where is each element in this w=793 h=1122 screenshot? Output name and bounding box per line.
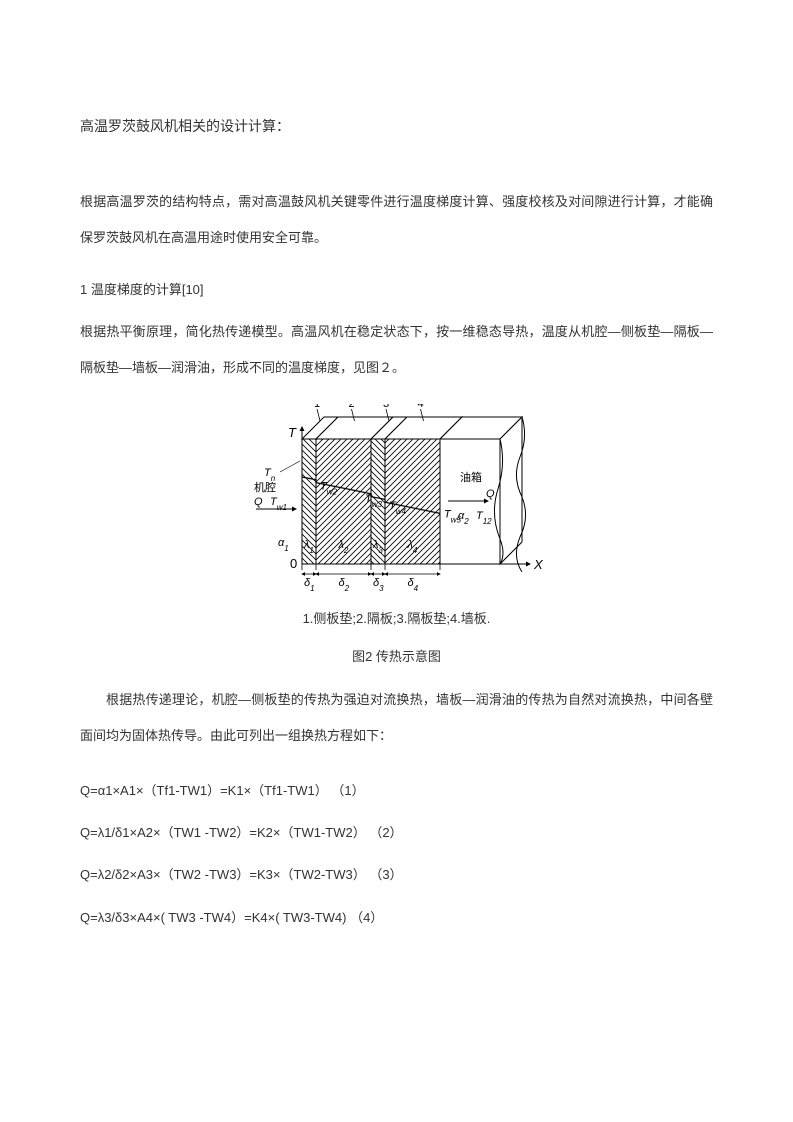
equation-2: Q=λ1/δ1×A2×（TW1 -TW2）=K2×（TW1-TW2） （2） [80, 815, 713, 851]
figure-caption: 图2 传热示意图 [80, 641, 713, 672]
svg-text:X: X [533, 557, 544, 572]
svg-text:油箱: 油箱 [460, 470, 482, 484]
svg-text:0: 0 [290, 556, 297, 571]
svg-text:1: 1 [314, 404, 320, 410]
equation-4: Q=λ3/δ3×A4×( TW3 -TW4）=K4×( TW3-TW4) （4） [80, 900, 713, 936]
section-heading-1: 1 温度梯度的计算[10] [80, 274, 713, 305]
section-para-1: 根据热平衡原理，简化热传递模型。高温风机在稳定状态下，按一维稳态导热，温度从机腔… [80, 314, 713, 387]
heat-transfer-diagram: T0X1234机腔TnTw1Qα1Tw2Tw3Tw4Tw5油箱Qα2T12λ1λ… [232, 404, 562, 594]
svg-text:Tn: Tn [264, 467, 276, 483]
svg-text:α1: α1 [278, 537, 289, 553]
theory-paragraph: 根据热传递理论，机腔—侧板垫的传热为强迫对流换热，墙板—润滑油的传热为自然对流换… [80, 682, 713, 755]
figure-container: T0X1234机腔TnTw1Qα1Tw2Tw3Tw4Tw5油箱Qα2T12λ1λ… [80, 404, 713, 671]
intro-paragraph: 根据高温罗茨的结构特点，需对高温鼓风机关键零件进行温度梯度计算、强度校核及对间隙… [80, 184, 713, 257]
page-title: 高温罗茨鼓风机相关的设计计算： [80, 110, 713, 144]
svg-text:Q: Q [486, 488, 495, 500]
document-page: 高温罗茨鼓风机相关的设计计算： 根据高温罗茨的结构特点，需对高温鼓风机关键零件进… [0, 0, 793, 1122]
svg-text:δ1: δ1 [304, 577, 315, 593]
svg-text:δ3: δ3 [373, 577, 384, 593]
figure-legend: 1.侧板垫;2.隔板;3.隔板垫;4.墙板. [80, 603, 713, 634]
svg-text:2: 2 [348, 404, 354, 410]
svg-text:T: T [288, 425, 297, 440]
equation-1: Q=α1×A1×（Tf1-TW1）=K1×（Tf1-TW1） （1） [80, 773, 713, 809]
svg-text:Q: Q [254, 496, 263, 508]
svg-text:4: 4 [417, 404, 423, 410]
svg-text:δ4: δ4 [407, 577, 418, 593]
svg-text:δ2: δ2 [338, 577, 349, 593]
svg-text:3: 3 [383, 404, 389, 410]
equation-3: Q=λ2/δ2×A3×（TW2 -TW3）=K3×（TW2-TW3） （3） [80, 857, 713, 893]
